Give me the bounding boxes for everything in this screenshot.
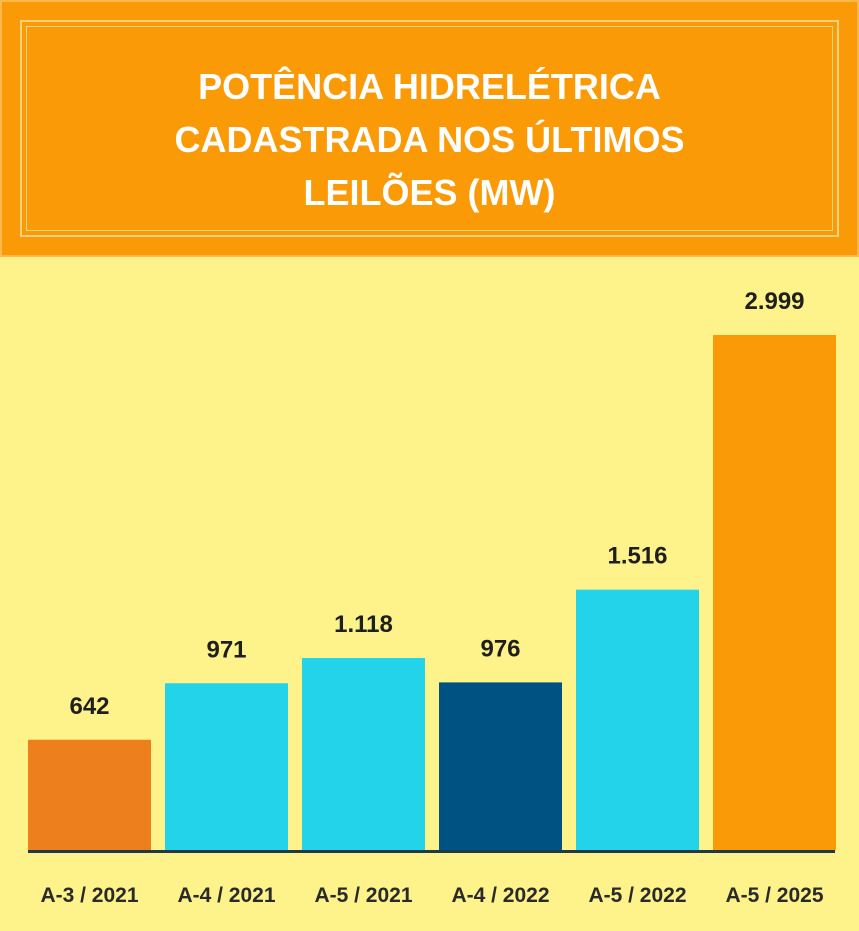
bar-6 — [713, 335, 836, 850]
bar-4 — [439, 682, 562, 850]
value-label-3: 1.118 — [334, 611, 393, 638]
bar-1 — [28, 739, 151, 850]
chart-title: POTÊNCIA HIDRELÉTRICA CADASTRADA NOS ÚLT… — [2, 60, 857, 219]
value-label-5: 1.516 — [607, 543, 667, 570]
chart-header: POTÊNCIA HIDRELÉTRICA CADASTRADA NOS ÚLT… — [0, 0, 859, 257]
value-label-1: 642 — [69, 693, 109, 720]
category-label-1: A-3 / 2021 — [40, 884, 138, 907]
category-label-6: A-5 / 2025 — [725, 884, 823, 907]
bar-5 — [576, 589, 699, 850]
header-decorative-frame — [20, 20, 839, 237]
category-label-5: A-5 / 2022 — [588, 884, 686, 907]
bar-3 — [302, 658, 425, 850]
chart-title-line-3: LEILÕES (MW) — [303, 172, 556, 213]
chart-title-line-2: CADASTRADA NOS ÚLTIMOS — [174, 119, 685, 160]
category-label-3: A-5 / 2021 — [314, 884, 412, 907]
chart-title-line-1: POTÊNCIA HIDRELÉTRICA — [198, 66, 661, 107]
value-label-4: 976 — [480, 635, 520, 662]
value-label-2: 971 — [206, 636, 246, 663]
value-label-6: 2.999 — [744, 288, 804, 315]
bar-2 — [165, 683, 288, 850]
category-label-2: A-4 / 2021 — [177, 884, 275, 907]
category-label-4: A-4 / 2022 — [451, 884, 549, 907]
